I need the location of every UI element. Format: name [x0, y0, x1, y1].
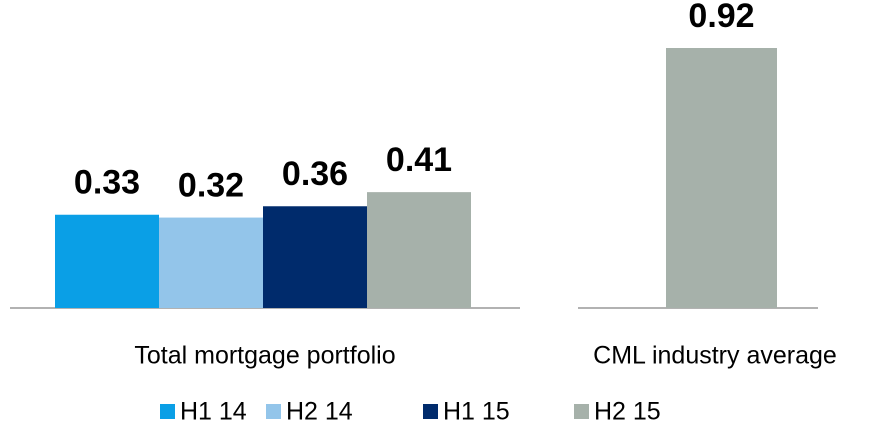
bar [55, 214, 159, 308]
bar [263, 206, 367, 308]
value-label: 0.36 [282, 155, 348, 193]
bar [666, 48, 777, 308]
legend-label: H1 15 [443, 398, 510, 426]
legend-swatch [160, 404, 175, 419]
bar [367, 192, 471, 308]
legend-label: H2 15 [594, 398, 661, 426]
legend-swatch [574, 404, 589, 419]
value-label: 0.32 [178, 167, 244, 205]
bar [159, 217, 263, 308]
value-label: 0.33 [74, 164, 140, 202]
legend-label: H2 14 [286, 398, 353, 426]
legend-swatch [423, 404, 438, 419]
value-label: 0.41 [386, 141, 452, 179]
value-label: 0.92 [688, 0, 754, 35]
category-label: CML industry average [593, 342, 837, 370]
category-label: Total mortgage portfolio [134, 342, 395, 370]
legend-swatch [266, 404, 281, 419]
legend-label: H1 14 [180, 398, 247, 426]
